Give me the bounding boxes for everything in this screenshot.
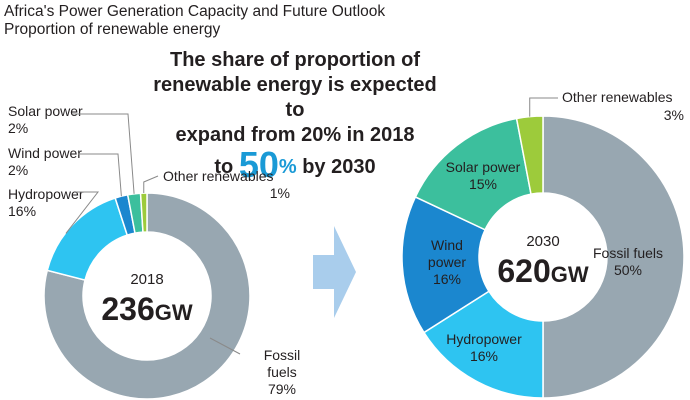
label-name: power <box>428 254 466 270</box>
label-name: Solar power <box>446 159 521 175</box>
growth-arrow-icon <box>313 226 356 318</box>
label-name: Hydropower <box>8 186 84 202</box>
slice-2018-fossil <box>43 192 251 400</box>
headline: The share of proportion of renewable ene… <box>150 48 440 183</box>
slice-2030-hydro <box>422 290 544 399</box>
slice-2018-other <box>139 192 148 233</box>
center-capacity-2030: 620GW <box>497 253 589 289</box>
label-percent: 16% <box>433 271 461 287</box>
label-2030-wind: Wind power 16% <box>428 237 466 287</box>
center-capacity-2018: 236GW <box>101 291 193 327</box>
leader-2018-fossil <box>209 337 241 355</box>
capacity-number: 236 <box>101 291 154 327</box>
capacity-number: 620 <box>497 253 550 289</box>
title-line-2: Proportion of renewable energy <box>4 21 221 38</box>
label-percent: 15% <box>469 176 497 192</box>
label-name: Wind <box>431 237 463 253</box>
label-2030-hydro: Hydropower 16% <box>446 331 522 364</box>
label-name: Fossil <box>264 347 301 363</box>
label-2018-wind: Wind power 2% <box>8 145 82 178</box>
headline-to: to <box>214 156 239 178</box>
leader-2030-other <box>529 97 558 117</box>
slice-2030-wind <box>401 195 490 334</box>
label-2018-solar: Solar power 2% <box>8 103 83 136</box>
label-percent: 2% <box>8 120 28 136</box>
label-percent: 16% <box>470 348 498 364</box>
headline-line-4: to 50% by 2030 <box>150 147 440 183</box>
label-percent: 2% <box>8 162 28 178</box>
title-line-1: Africa's Power Generation Capacity and F… <box>4 3 386 20</box>
label-name: Fossil fuels <box>593 245 663 261</box>
headline-by-year: by 2030 <box>296 156 376 178</box>
label-2030-solar: Solar power 15% <box>446 159 521 192</box>
label-percent: 50% <box>614 262 642 278</box>
slice-2018-hydro <box>46 197 129 281</box>
chart-title: Africa's Power Generation Capacity and F… <box>4 3 385 39</box>
center-year-2030: 2030 <box>526 233 559 250</box>
headline-line-1: The share of proportion of <box>170 49 420 71</box>
capacity-unit: GW <box>551 262 589 287</box>
label-2018-hydro: Hydropower 16% <box>8 186 84 219</box>
slice-2030-other <box>515 115 544 196</box>
headline-line-2: renewable energy is expected to <box>153 74 437 121</box>
label-percent: 16% <box>8 203 36 219</box>
leader-2018-hydro <box>65 191 100 234</box>
label-name: fuels <box>267 364 297 380</box>
label-2030-fossil: Fossil fuels 50% <box>593 245 663 278</box>
label-2018-other-percent: 1% <box>270 185 290 201</box>
label-name: Wind power <box>8 145 82 161</box>
headline-percent-sign: % <box>278 156 297 178</box>
label-2030-other-percent: 3% <box>664 107 684 123</box>
label-2030-other: Other renewables <box>562 89 673 105</box>
slice-2030-fossil <box>542 115 685 399</box>
headline-line-3: expand from 20% in 2018 <box>175 124 415 146</box>
label-2018-other: Other renewables <box>163 168 274 184</box>
label-name: Hydropower <box>446 331 522 347</box>
leader-2018-other <box>143 175 159 194</box>
leader-2018-solar <box>72 113 135 194</box>
label-percent: 79% <box>268 381 296 397</box>
headline-big-number: 50 <box>238 144 279 185</box>
capacity-unit: GW <box>155 300 193 325</box>
label-2018-fossil: Fossil fuels 79% <box>264 347 301 397</box>
label-name: Solar power <box>8 103 83 119</box>
leader-2018-wind <box>78 153 122 197</box>
label-name: Other renewables <box>163 168 274 184</box>
center-year-2018: 2018 <box>130 271 163 288</box>
